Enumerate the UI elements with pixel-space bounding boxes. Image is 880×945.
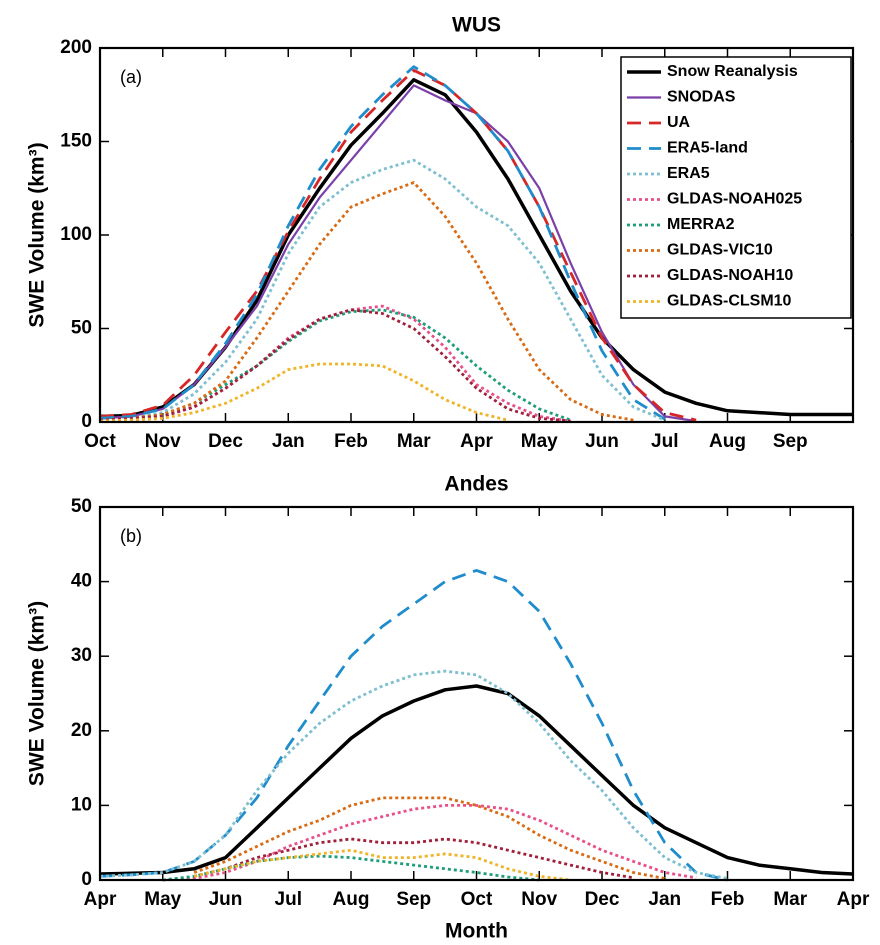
legend-label: GLDAS-CLSM10 (667, 293, 792, 310)
panel-label: (b) (120, 526, 142, 546)
legend-label: GLDAS-NOAH025 (667, 191, 802, 208)
x-tick-label: Apr (837, 889, 870, 910)
x-tick-label: Jan (272, 431, 305, 452)
x-tick-label: Mar (397, 431, 431, 452)
y-axis-label: SWE Volume (km³) (26, 142, 49, 327)
series-line (99, 669, 728, 880)
y-tick-label: 30 (71, 645, 92, 666)
y-tick-label: 40 (71, 571, 92, 592)
series-line (99, 69, 697, 422)
y-tick-label: 50 (71, 318, 92, 339)
y-tick-label: 100 (60, 224, 92, 245)
series-line (99, 65, 666, 421)
x-tick-label: Feb (711, 889, 745, 910)
legend-box (620, 56, 852, 319)
y-tick-label: 20 (71, 720, 92, 741)
x-tick-label: Dec (208, 431, 243, 452)
x-tick-label: Mar (773, 889, 807, 910)
series-line (193, 837, 634, 880)
series-line (193, 796, 666, 880)
chart-title: WUS (452, 14, 501, 37)
x-tick-label: Jul (651, 431, 678, 452)
series-line (99, 569, 728, 882)
x-tick-label: Sep (773, 431, 808, 452)
series-line (99, 684, 854, 876)
y-axis-label: SWE Volume (km³) (26, 601, 49, 786)
x-tick-label: Jul (275, 889, 302, 910)
series-line (99, 84, 697, 423)
series-line (99, 158, 666, 422)
legend-label: UA (667, 114, 691, 131)
legend-label: MERRA2 (667, 216, 735, 233)
y-tick-label: 150 (60, 131, 92, 152)
x-tick-label: Aug (333, 889, 370, 910)
x-tick-label: Dec (585, 889, 620, 910)
legend-label: ERA5 (667, 165, 710, 182)
x-tick-label: Oct (461, 889, 493, 910)
legend-label: GLDAS-NOAH10 (667, 267, 793, 284)
y-tick-label: 200 (60, 37, 92, 58)
x-tick-label: May (521, 431, 558, 452)
panel-label: (a) (120, 67, 142, 87)
plot-frame (98, 505, 855, 882)
chart-title: Andes (444, 473, 508, 496)
x-tick-label: Sep (396, 889, 431, 910)
y-tick-label: 50 (71, 496, 92, 517)
legend-label: ERA5-land (667, 140, 748, 157)
x-tick-label: Apr (84, 889, 117, 910)
series-line (99, 308, 571, 423)
x-tick-label: Jun (209, 889, 243, 910)
legend-label: GLDAS-VIC10 (667, 242, 773, 259)
y-tick-label: 10 (71, 794, 92, 815)
x-tick-label: May (144, 889, 181, 910)
plot-frame (98, 46, 855, 424)
x-tick-label: Jan (648, 889, 681, 910)
x-tick-label: Oct (84, 431, 116, 452)
series-line (99, 362, 509, 423)
legend-label: SNODAS (667, 89, 736, 106)
series-line (193, 848, 571, 882)
legend: Snow Reanalysis SNODAS UA ERA5-land ERA5 GLDA… (620, 56, 852, 319)
x-tick-label: Apr (460, 431, 493, 452)
y-tick-label: 0 (81, 869, 92, 890)
legend-label: Snow Reanalysis (667, 63, 798, 80)
series-line (99, 181, 634, 422)
x-tick-label: Aug (709, 431, 746, 452)
y-tick-label: 0 (81, 411, 92, 432)
x-tick-label: Feb (334, 431, 368, 452)
x-tick-label: Jun (585, 431, 619, 452)
x-tick-label: Nov (145, 431, 181, 452)
x-tick-label: Nov (521, 889, 557, 910)
x-axis-label: Month (445, 920, 508, 943)
